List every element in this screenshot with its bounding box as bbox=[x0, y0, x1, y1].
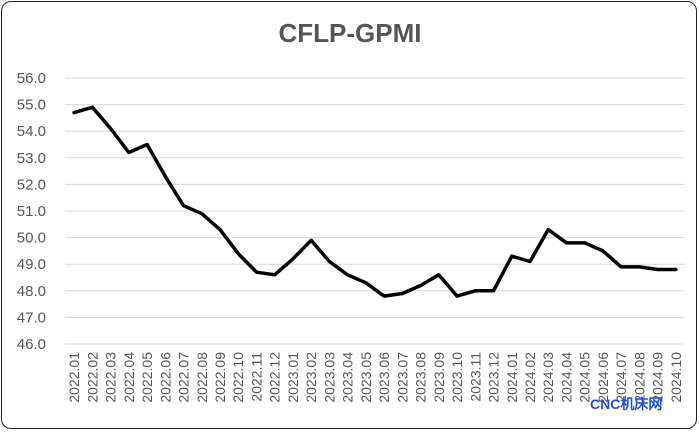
x-tick-label: 2022.07 bbox=[176, 352, 192, 403]
data-point bbox=[145, 143, 149, 146]
x-tick-label: 2023.09 bbox=[431, 352, 447, 403]
x-tick-label: 2022.02 bbox=[84, 352, 100, 403]
data-point bbox=[419, 283, 423, 287]
data-point bbox=[127, 150, 131, 154]
x-tick-label: 2023.02 bbox=[303, 352, 319, 403]
y-tick-labels: 46.0 47.0 48.0 49.0 50.0 51.0 52.0 53.0 54.0 55.0… bbox=[17, 70, 46, 353]
y-tick-label: 56.0 bbox=[17, 70, 46, 87]
x-tick-label: 2022.03 bbox=[103, 352, 119, 403]
x-tick-label: 2024.09 bbox=[650, 352, 666, 403]
data-point bbox=[236, 252, 240, 256]
x-tick-label: 2024.08 bbox=[631, 352, 647, 403]
x-tick-label: 2024.10 bbox=[668, 352, 684, 403]
x-tick-label: 2022.10 bbox=[230, 352, 246, 403]
x-tick-label: 2022.12 bbox=[267, 352, 283, 403]
y-tick-label: 48.0 bbox=[17, 283, 46, 300]
data-point bbox=[619, 265, 623, 269]
data-point bbox=[346, 273, 350, 277]
x-tick-label: 2023.12 bbox=[486, 352, 502, 403]
y-tick-label: 52.0 bbox=[17, 176, 46, 193]
data-point bbox=[674, 268, 678, 272]
x-tick-label: 2022.06 bbox=[157, 352, 173, 403]
data-point bbox=[656, 268, 660, 272]
data-point bbox=[109, 127, 113, 131]
x-tick-label: 2024.02 bbox=[522, 352, 538, 403]
x-tick-label: 2024.01 bbox=[504, 352, 520, 403]
data-point bbox=[583, 241, 587, 245]
data-point bbox=[546, 228, 550, 232]
x-tick-label: 2023.03 bbox=[321, 352, 337, 403]
data-point bbox=[510, 254, 514, 258]
x-tick-label: 2023.11 bbox=[467, 352, 483, 402]
x-tick-label: 2024.07 bbox=[613, 352, 629, 403]
data-point bbox=[437, 273, 441, 277]
y-tick-label: 54.0 bbox=[17, 123, 46, 140]
data-point bbox=[327, 260, 331, 264]
data-point bbox=[218, 228, 222, 232]
data-point bbox=[309, 238, 313, 242]
x-tick-label: 2023.10 bbox=[449, 352, 465, 403]
data-point bbox=[564, 241, 568, 245]
x-tick-label: 2023.06 bbox=[376, 352, 392, 403]
data-point bbox=[90, 105, 94, 109]
x-tick-label: 2023.04 bbox=[340, 352, 356, 403]
series-line bbox=[72, 105, 678, 298]
x-tick-label: 2024.06 bbox=[595, 352, 611, 403]
y-tick-label: 47.0 bbox=[17, 309, 46, 326]
data-point bbox=[291, 257, 295, 261]
data-point bbox=[364, 281, 368, 285]
y-tick-label: 50.0 bbox=[17, 230, 46, 247]
y-tick-label: 55.0 bbox=[17, 97, 46, 114]
x-tick-labels: 2022.01 2022.02 2022.03 2022.04 2022.05 2022.… bbox=[66, 352, 684, 403]
x-tick-label: 2023.07 bbox=[394, 352, 410, 403]
x-tick-label: 2023.05 bbox=[358, 352, 374, 403]
y-tick-label: 49.0 bbox=[17, 256, 46, 273]
x-tick-label: 2024.05 bbox=[577, 352, 593, 403]
data-point bbox=[182, 204, 186, 208]
data-point bbox=[200, 212, 204, 216]
data-point bbox=[492, 289, 496, 293]
x-tick-label: 2022.01 bbox=[66, 352, 82, 403]
y-tick-label: 46.0 bbox=[17, 336, 46, 353]
data-point bbox=[273, 273, 277, 277]
y-tick-label: 53.0 bbox=[17, 150, 46, 167]
data-point bbox=[72, 111, 76, 115]
data-point bbox=[528, 260, 532, 264]
watermark: CNC机床网 bbox=[590, 396, 663, 412]
x-tick-label: 2022.08 bbox=[194, 352, 210, 403]
data-point bbox=[163, 174, 167, 178]
x-tick-label: 2022.05 bbox=[139, 352, 155, 403]
x-tick-label: 2023.08 bbox=[413, 352, 429, 403]
data-point bbox=[601, 249, 605, 253]
x-tick-label: 2022.04 bbox=[121, 352, 137, 403]
gridlines bbox=[65, 77, 685, 345]
x-tick-label: 2023.01 bbox=[285, 352, 301, 403]
data-point bbox=[400, 291, 404, 295]
data-point bbox=[637, 265, 641, 269]
data-point bbox=[455, 294, 459, 298]
data-point bbox=[382, 294, 386, 298]
data-point bbox=[473, 289, 477, 293]
x-tick-label: 2024.03 bbox=[540, 352, 556, 403]
x-tick-label: 2022.11 bbox=[248, 352, 264, 402]
series-layer bbox=[72, 105, 678, 298]
chart-title: CFLP-GPMI bbox=[278, 18, 422, 48]
y-tick-label: 51.0 bbox=[17, 203, 46, 220]
data-point bbox=[254, 270, 258, 274]
x-tick-label: 2022.09 bbox=[212, 352, 228, 403]
x-tick-label: 2024.04 bbox=[558, 352, 574, 403]
